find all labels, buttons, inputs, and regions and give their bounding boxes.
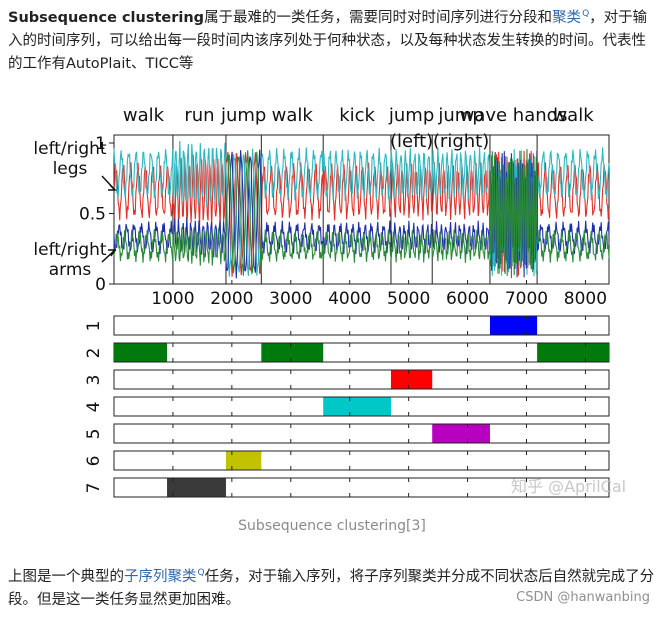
cluster-id-label: 7: [84, 483, 104, 494]
x-tick-label: 3000: [269, 289, 312, 309]
x-tick-label: 1000: [151, 289, 194, 309]
signal-series-line: [113, 149, 610, 276]
cluster-segment: [261, 343, 324, 362]
cluster-segment: [390, 370, 433, 389]
cluster-segment: [489, 316, 538, 335]
cluster-row-frame: [113, 423, 610, 444]
activity-label: jump: [437, 105, 483, 126]
activity-label: run: [184, 105, 214, 126]
intro-link-clustering[interactable]: 聚类Q: [552, 9, 590, 26]
intro-text-2: ，对于输入的时间序列，可以给出每一段时间内该序列处于何种状态，以及每种状态发生转…: [8, 9, 648, 72]
x-tick-label: 6000: [446, 289, 489, 309]
activity-label: walk: [552, 105, 594, 126]
cluster-id-label: 4: [84, 402, 104, 413]
cluster-id-label: 6: [84, 456, 104, 467]
arrow-arms-head: [108, 249, 117, 257]
cluster-row-frame: [113, 450, 610, 471]
activity-label: jump: [220, 105, 266, 126]
x-tick-label: 8000: [564, 289, 607, 309]
annotation-arms: left/right: [33, 240, 107, 260]
cluster-segment: [537, 343, 609, 362]
activity-label: wave hands: [460, 105, 568, 126]
intro-paragraph: Subsequence clustering属于最难的一类任务，需要同时对时间序…: [8, 3, 656, 76]
intro-text-1: 属于最难的一类任务，需要同时对时间序列进行分段和: [204, 9, 553, 26]
outro-paragraph: 上图是一个典型的子序列聚类Q任务，对于输入序列，将子序列聚类并分成不同状态后自然…: [8, 562, 656, 612]
outro-text-2: 任务，对于输入序列，将子序列聚类并分成不同状态后自然就完成了分段。但是这一类任务…: [8, 568, 655, 608]
x-tick-label: 4000: [328, 289, 371, 309]
zhihu-watermark: 知乎 @AprilCal: [511, 477, 627, 496]
annotation-legs: left/right: [33, 139, 107, 159]
subsequence-clustering-figure: walk run jump walk kick jump(left)jump(right)…: [33, 105, 610, 498]
search-icon[interactable]: Q: [197, 568, 205, 578]
cluster-id-label: 3: [84, 375, 104, 386]
outro-link-subsequence-clustering[interactable]: 子序列聚类Q: [124, 568, 205, 585]
y-tick-label: 0.5: [79, 205, 106, 225]
cluster-segment: [114, 343, 168, 362]
cluster-row-frame: [113, 477, 610, 498]
cluster-id-label: 5: [84, 429, 104, 440]
activity-label: walk: [123, 105, 165, 126]
y-tick-label: 0: [95, 275, 106, 295]
cluster-row-frame: [113, 369, 610, 390]
cluster-segment: [323, 397, 391, 416]
activity-label: (right): [433, 131, 489, 152]
y-tick-label: 1: [95, 134, 106, 154]
activity-label: kick: [339, 105, 375, 126]
x-tick-label: 7000: [505, 289, 548, 309]
cluster-segment: [225, 451, 262, 470]
cluster-id-label: 1: [84, 321, 104, 332]
activity-label: walk: [272, 105, 314, 126]
arrow-legs-head: [108, 184, 117, 191]
activity-label: jump: [388, 105, 434, 126]
cluster-row-frame: [113, 342, 610, 363]
cluster-segment: [167, 478, 226, 497]
figure-caption: Subsequence clustering[3]: [238, 518, 426, 534]
cluster-id-label: 2: [84, 348, 104, 359]
x-tick-label: 2000: [210, 289, 253, 309]
search-icon[interactable]: Q: [582, 9, 590, 19]
outro-text-1: 上图是一个典型的: [8, 568, 124, 585]
annotation-arms: arms: [49, 260, 92, 280]
cluster-segment: [432, 424, 490, 443]
intro-link-label[interactable]: 聚类: [552, 9, 582, 26]
activity-label: (left): [390, 131, 433, 152]
outro-link-label[interactable]: 子序列聚类: [124, 568, 197, 585]
intro-term: Subsequence clustering: [8, 9, 205, 26]
cluster-row-frame: [113, 315, 610, 336]
x-tick-label: 5000: [387, 289, 430, 309]
csdn-watermark: CSDN @hanwanbing: [516, 590, 650, 605]
annotation-legs: legs: [53, 159, 88, 179]
